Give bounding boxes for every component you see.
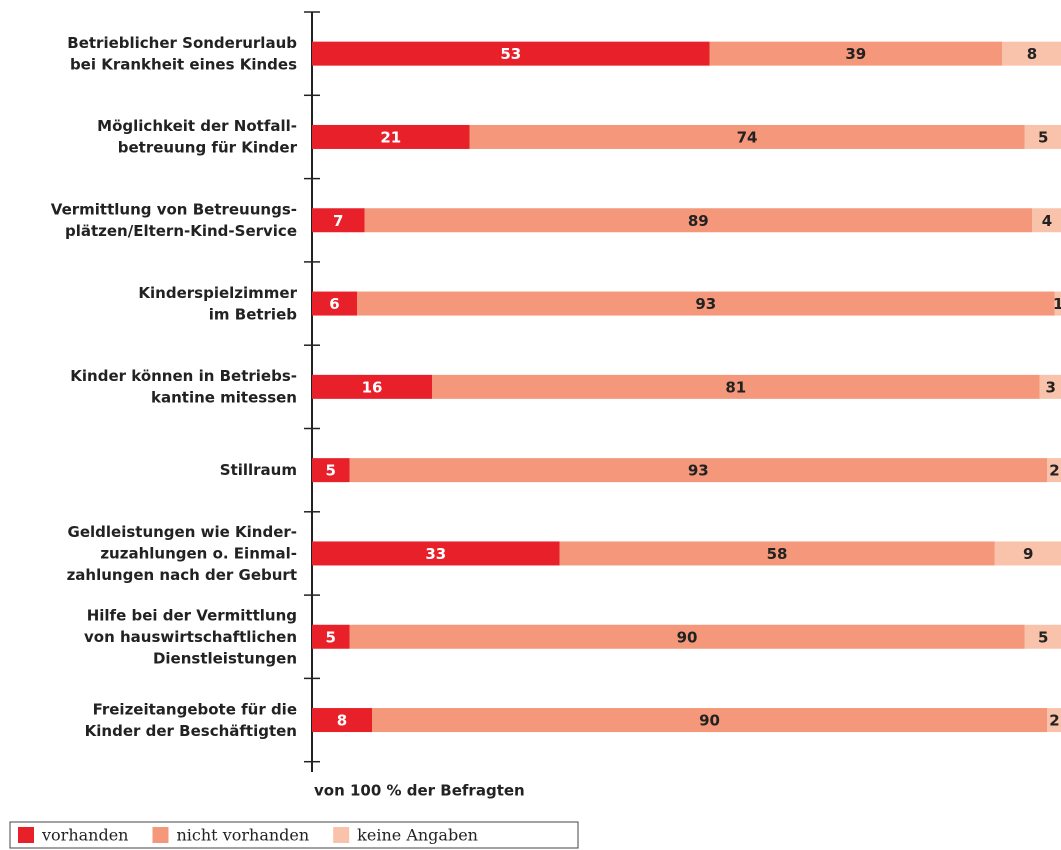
legend-label: nicht vorhanden: [176, 826, 309, 845]
value-label: 5: [326, 462, 336, 480]
value-label: 1: [1053, 295, 1061, 313]
value-label: 6: [329, 295, 339, 313]
bar-segment: [312, 291, 357, 316]
bar-segment: [1039, 374, 1061, 399]
category-label: Geldleistungen wie Kinder-zuzahlungen o.…: [67, 522, 297, 583]
value-label: 16: [362, 378, 383, 396]
category-label: Stillraum: [220, 461, 297, 479]
value-label: 2: [1049, 712, 1059, 730]
category-label: Kinderspielzimmer im Betrieb: [138, 283, 297, 323]
value-label: 3: [1046, 378, 1056, 396]
value-label: 4: [1042, 212, 1052, 230]
value-label: 33: [425, 545, 446, 563]
bar-segment: [709, 41, 1002, 66]
value-label: 89: [688, 212, 709, 230]
value-label: 2: [1049, 462, 1059, 480]
value-label: 39: [845, 45, 866, 63]
bar-segment: [1024, 624, 1061, 649]
legend-swatch: [18, 827, 34, 843]
bar-segment: [1047, 458, 1061, 483]
bar-segment: [1024, 124, 1061, 149]
bar-segment: [469, 124, 1025, 149]
bar-segment: [372, 708, 1047, 733]
bar-segment: [1047, 708, 1061, 733]
bar-segment: [1032, 208, 1061, 233]
bar-segment: [312, 41, 710, 66]
bar-segment: [312, 208, 365, 233]
bar-segment: [312, 541, 560, 566]
value-label: 9: [1023, 545, 1033, 563]
value-label: 93: [688, 462, 709, 480]
legend-box: [9, 821, 579, 849]
bar-segment: [349, 624, 1025, 649]
bar-segment: [312, 624, 350, 649]
bar-segment: [312, 374, 432, 399]
bar-segment: [349, 458, 1047, 483]
value-label: 7: [333, 212, 343, 230]
bar-segment: [312, 458, 350, 483]
value-label: 8: [337, 712, 347, 730]
value-label: 53: [500, 45, 521, 63]
value-label: 90: [699, 712, 720, 730]
bar-segment: [559, 541, 995, 566]
value-label: 93: [695, 295, 716, 313]
value-label: 21: [380, 128, 401, 146]
category-label: Vermittlung von Betreuungs-plätzen/Elter…: [51, 200, 297, 240]
bar-segment: [364, 208, 1032, 233]
category-label: Möglichkeit der Notfall-betreuung für Ki…: [97, 117, 297, 157]
bar-segment: [357, 291, 1055, 316]
bar-segment: [432, 374, 1040, 399]
value-label: 81: [725, 378, 746, 396]
legend-swatch: [152, 827, 169, 843]
legend-label: keine Angaben: [357, 826, 478, 845]
value-label: 5: [326, 628, 336, 646]
bar-segment: [312, 124, 470, 149]
value-label: 5: [1038, 628, 1048, 646]
value-label: 90: [677, 628, 698, 646]
value-label: 74: [737, 128, 758, 146]
category-label: Freizeitangebote für die Kinder der Besch…: [85, 700, 297, 740]
bar-segment: [994, 541, 1061, 566]
category-label: Hilfe bei der Vermittlung von hauswirtsch…: [84, 606, 297, 667]
category-label: Betrieblicher Sonderurlaub bei Krankheit …: [67, 33, 297, 73]
bar-segment: [1002, 41, 1061, 66]
legend-swatch: [333, 827, 350, 843]
value-label: 58: [767, 545, 788, 563]
value-label: 5: [1038, 128, 1048, 146]
category-label: Kinder können in Betriebs-kantine mitess…: [70, 367, 297, 407]
bar-segment: [1054, 291, 1061, 316]
legend-label: vorhanden: [41, 826, 128, 845]
x-axis-label: von 100 % der Befragten: [314, 782, 525, 800]
value-label: 8: [1027, 45, 1037, 63]
bar-segment: [312, 708, 372, 733]
